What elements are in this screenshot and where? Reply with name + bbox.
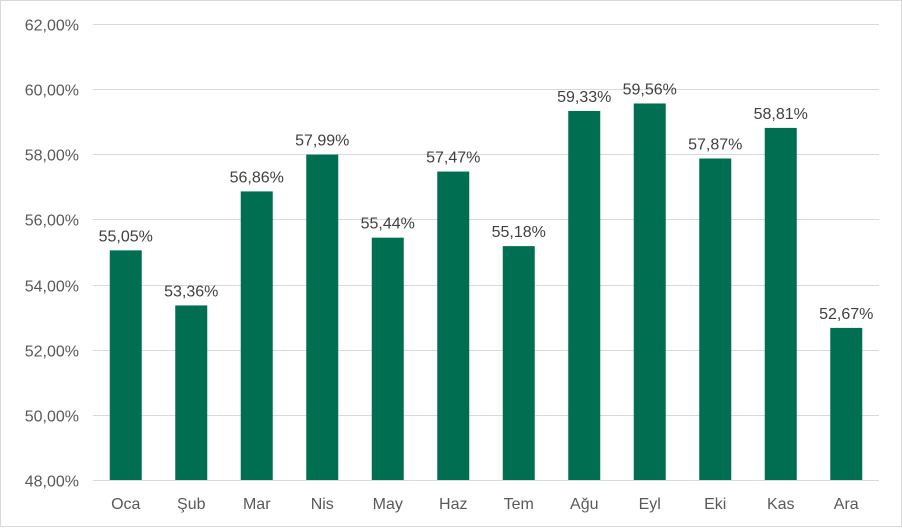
bar [240, 191, 273, 480]
bar [175, 305, 208, 480]
x-tick-label: Kas [767, 496, 795, 513]
data-label: 57,99% [295, 133, 349, 150]
y-tick-label: 48,00% [25, 474, 79, 491]
x-tick-label: May [373, 496, 403, 513]
bar [371, 237, 404, 480]
bar [699, 158, 732, 480]
data-label: 59,56% [623, 81, 677, 98]
bars [109, 103, 863, 481]
y-axis-ticks: 48,00% 50,00% 52,00% 54,00% 56,00% 58,00% 60,0… [25, 18, 79, 491]
data-label: 53,36% [164, 283, 218, 300]
y-tick-label: 52,00% [25, 344, 79, 361]
data-label: 58,81% [754, 106, 808, 123]
bar [830, 327, 863, 480]
x-tick-label: Haz [439, 496, 467, 513]
x-tick-label: Eki [704, 496, 726, 513]
y-tick-label: 60,00% [25, 83, 79, 100]
data-label: 55,44% [361, 216, 415, 233]
bar [502, 246, 535, 480]
gridlines [93, 24, 879, 481]
data-label: 52,67% [819, 306, 873, 323]
x-tick-label: Eyl [639, 496, 661, 513]
bar [109, 250, 142, 480]
data-labels: 55,05% 53,36% 56,86% 57,99% 55,44% 57,47% 55,1… [99, 81, 874, 322]
x-tick-label: Nis [311, 496, 334, 513]
x-tick-label: Tem [504, 496, 534, 513]
x-tick-label: Şub [177, 496, 206, 513]
x-tick-label: Ağu [570, 496, 598, 513]
y-tick-label: 56,00% [25, 213, 79, 230]
data-label: 57,47% [426, 150, 480, 167]
y-tick-label: 54,00% [25, 279, 79, 296]
bar [633, 103, 666, 480]
data-label: 56,86% [230, 169, 284, 186]
x-tick-label: Oca [111, 496, 140, 513]
bar [437, 171, 470, 480]
x-tick-label: Ara [834, 496, 859, 513]
data-label: 55,18% [492, 224, 546, 241]
y-tick-label: 58,00% [25, 148, 79, 165]
data-label: 59,33% [557, 89, 611, 106]
y-tick-label: 62,00% [25, 18, 79, 35]
bar [568, 110, 601, 481]
x-tick-label: Mar [243, 496, 271, 513]
data-label: 57,87% [688, 137, 742, 154]
data-label: 55,05% [99, 228, 153, 245]
bar [764, 127, 797, 480]
bar [306, 154, 339, 480]
y-tick-label: 50,00% [25, 409, 79, 426]
x-axis-ticks: Oca Şub Mar Nis May Haz Tem Ağu Eyl Eki Kas Ara [111, 496, 859, 513]
